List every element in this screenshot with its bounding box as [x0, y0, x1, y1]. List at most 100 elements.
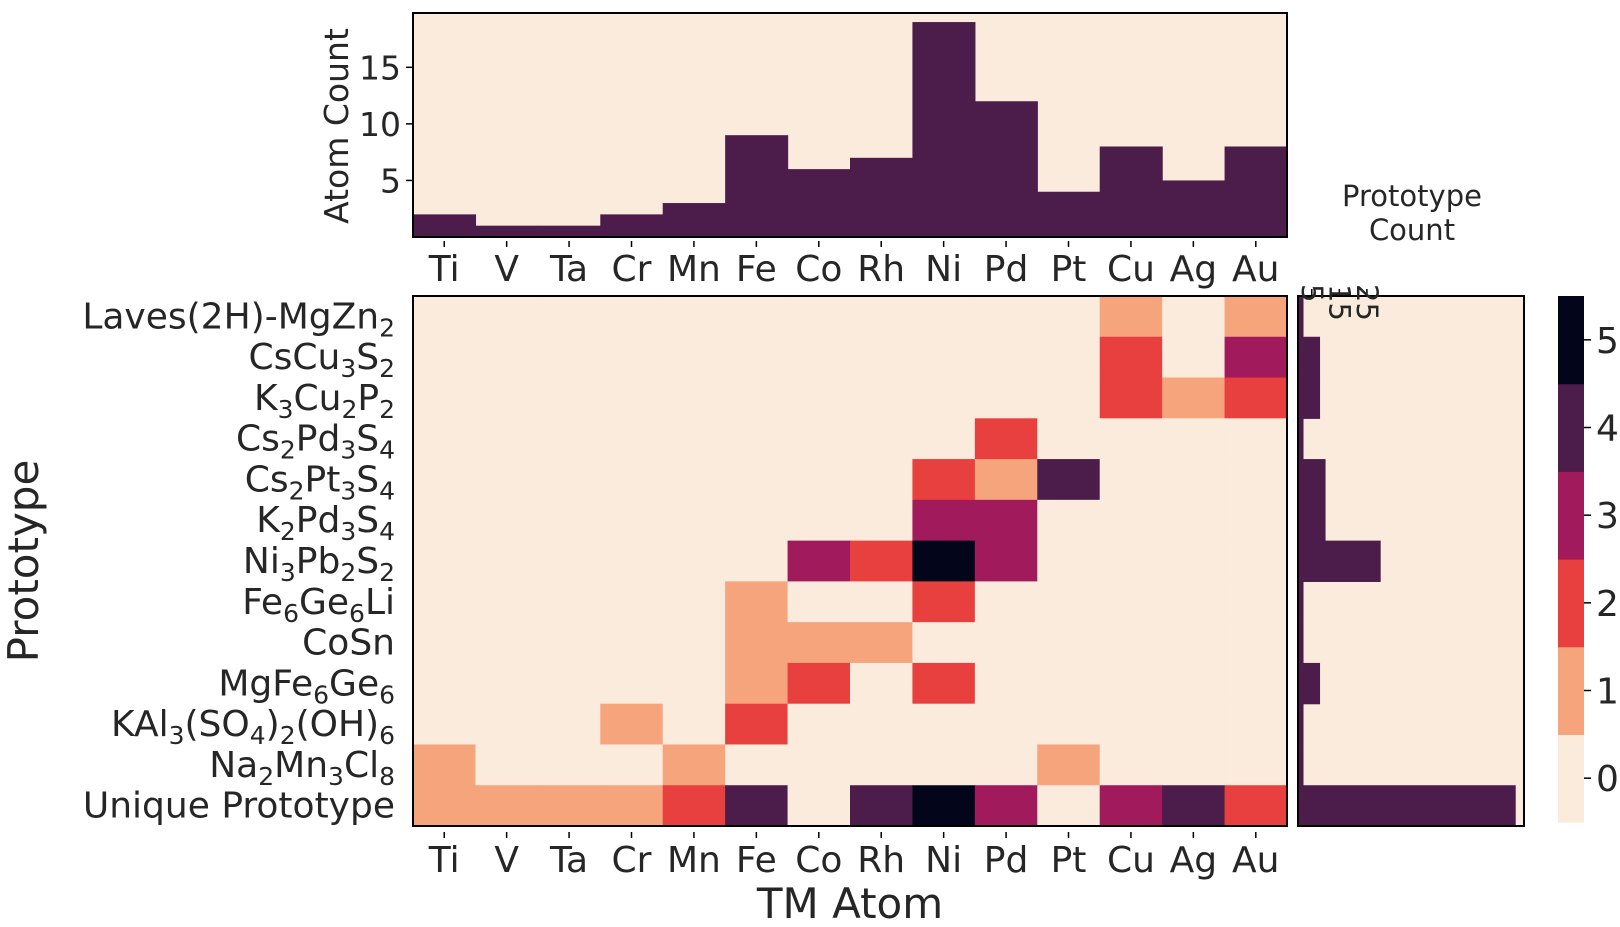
heatmap-cell: [974, 581, 1038, 623]
heatmap-cell: [537, 540, 601, 582]
heatmap-cell: [537, 622, 601, 664]
heatmap-cell: [662, 581, 726, 623]
heatmap-cell: [475, 540, 539, 582]
right-histogram-bar: [1298, 499, 1326, 542]
heatmap-cell: [850, 703, 914, 746]
top-histogram: 5 10 15 Ti V Ta Cr Mn Fe Co Rh Ni Pd Pt Cu Ag Au Atom C…: [317, 12, 1288, 290]
heatmap-cell: [1224, 744, 1288, 786]
heatmap-cell: [787, 459, 851, 501]
heatmap-cell: [600, 622, 664, 664]
right-histogram-bar: [1298, 459, 1326, 501]
heatmap-cell: [662, 418, 726, 460]
heatmap-cell: [787, 336, 851, 379]
top-histogram-bar: [1037, 191, 1101, 237]
heatmap-row-label: Unique Prototype: [83, 786, 395, 827]
right-x-tick-label: 25: [1350, 284, 1384, 321]
heatmap-cell: [912, 459, 976, 501]
top-histogram-bar: [1224, 146, 1288, 237]
colorbar-segment: [1558, 559, 1584, 648]
heatmap-cell: [1224, 622, 1288, 664]
heatmap-cell: [1224, 459, 1288, 501]
heatmap-cell: [725, 744, 789, 786]
heatmap-cell: [1224, 418, 1288, 460]
heatmap-cell: [600, 418, 664, 460]
heatmap-row-label: Ni3Pb2S2: [243, 541, 395, 587]
heatmap-cell: [850, 785, 914, 827]
heatmap-cell: [413, 581, 477, 623]
heatmap-x-ticks: Ti V Ta Cr Mn Fe Co Rh Ni Pd Pt Cu Ag Au: [428, 832, 1280, 881]
heatmap-cell: [537, 418, 601, 460]
heatmap-cell: [662, 744, 726, 786]
heatmap-cell: [974, 336, 1038, 379]
heatmap-cell: [1099, 622, 1163, 664]
right-x-tick-label: 15: [1322, 284, 1356, 321]
heatmap-cell: [413, 703, 477, 746]
right-histogram-bar: [1298, 336, 1321, 379]
heatmap-row-label: CoSn: [302, 623, 395, 664]
heatmap-cell: [537, 662, 601, 705]
bottom-x-tick-label: Co: [795, 840, 842, 881]
top-histogram-bar: [537, 225, 601, 237]
top-x-tick-label: Co: [795, 249, 842, 290]
heatmap-cell: [974, 622, 1038, 664]
top-histogram-bar: [413, 214, 477, 237]
heatmap-cell: [1037, 581, 1101, 623]
heatmap-cell: [413, 459, 477, 501]
heatmap-row-label: K3Cu2P2: [254, 378, 395, 424]
heatmap-row-label: Laves(2H)-MgZn2: [82, 296, 395, 342]
colorbar-segment: [1558, 734, 1584, 823]
heatmap-cell: [1162, 581, 1226, 623]
heatmap-cell: [787, 540, 851, 582]
heatmap-cell: [662, 540, 726, 582]
right-histogram-bar: [1298, 540, 1381, 582]
heatmap-cell: [475, 622, 539, 664]
heatmap-cell: [1099, 785, 1163, 827]
heatmap-cell: [1162, 785, 1226, 827]
heatmap-cell: [475, 336, 539, 379]
heatmap-cell: [662, 296, 726, 338]
heatmap-cell: [475, 418, 539, 460]
heatmap-cell: [662, 377, 726, 419]
heatmap-cell: [1037, 336, 1101, 379]
heatmap-cell: [662, 459, 726, 501]
heatmap-cell: [662, 336, 726, 379]
top-histogram-frame: [412, 12, 1288, 238]
heatmap-cell: [413, 622, 477, 664]
heatmap-cell: [787, 581, 851, 623]
heatmap-cell: [1037, 785, 1101, 827]
heatmap-cell: [850, 540, 914, 582]
heatmap-cell: [475, 581, 539, 623]
heatmap-cell: [537, 296, 601, 338]
heatmap-cell: [850, 336, 914, 379]
heatmap-cell: [600, 785, 664, 827]
heatmap-cell: [413, 336, 477, 379]
heatmap-cell: [600, 296, 664, 338]
top-histogram-bar: [725, 135, 789, 237]
colorbar-segment: [1558, 471, 1584, 560]
top-histogram-bar: [1099, 146, 1163, 237]
heatmap-cell: [1099, 296, 1163, 338]
top-histogram-bar: [912, 22, 976, 237]
heatmap-cell: [725, 540, 789, 582]
heatmap-cell: [725, 336, 789, 379]
heatmap-cell: [850, 622, 914, 664]
colorbar-tick-label: 4: [1596, 409, 1619, 450]
heatmap-cell: [413, 499, 477, 542]
heatmap-cell: [912, 377, 976, 419]
colorbar-tick-label: 0: [1596, 759, 1619, 800]
bottom-x-tick-label: Rh: [857, 840, 905, 881]
heatmap-cell: [850, 377, 914, 419]
heatmap-cell: [850, 459, 914, 501]
heatmap-row-label: Na2Mn3Cl8: [209, 745, 395, 791]
heatmap-cell: [1037, 662, 1101, 705]
heatmap-cell: [725, 622, 789, 664]
heatmap-cell: [537, 499, 601, 542]
heatmap-cell: [537, 703, 601, 746]
bottom-x-tick-label: Ti: [428, 840, 460, 881]
top-x-tick-label: Pd: [984, 249, 1029, 290]
colorbar-tick-label: 2: [1596, 584, 1619, 625]
heatmap-cell: [1099, 418, 1163, 460]
heatmap-cell: [850, 296, 914, 338]
